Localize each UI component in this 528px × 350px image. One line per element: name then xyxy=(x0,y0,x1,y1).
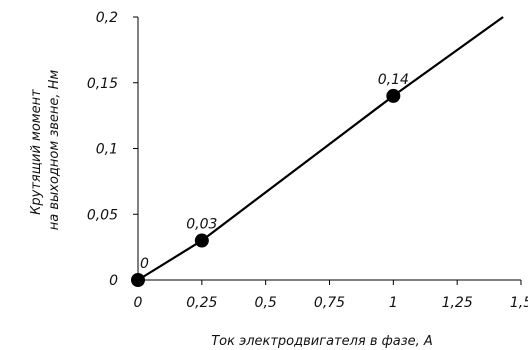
data-label: 0,14 xyxy=(378,72,409,88)
x-tick-label: 0 xyxy=(134,295,143,311)
data-label: 0 xyxy=(140,256,149,272)
x-tick-label: 0,25 xyxy=(186,295,217,311)
data-point xyxy=(386,88,401,103)
data-label: 0,03 xyxy=(186,217,217,233)
x-tick-label: 0,75 xyxy=(314,295,345,311)
x-tick-label: 1,5 xyxy=(510,295,528,311)
y-axis-title-line-2: на выходном звене, Нм xyxy=(47,70,62,231)
series-group: 0 0,03 0,14 xyxy=(131,16,504,287)
data-point xyxy=(194,233,209,248)
data-point xyxy=(131,273,145,287)
y-tick-label: 0,1 xyxy=(96,142,118,158)
y-tick-label: 0 xyxy=(109,273,118,289)
y-tick-label: 0,15 xyxy=(87,76,118,92)
y-tick-label: 0,05 xyxy=(87,207,118,223)
y-axis-title-line-1: Крутящий момент xyxy=(29,89,44,215)
y-axis-title: Крутящий момент на выходном звене, Нм xyxy=(29,70,62,231)
x-tick-label: 1,25 xyxy=(442,295,473,311)
x-axis-title: Ток электродвигателя в фазе, А xyxy=(211,334,433,349)
x-tick-label: 1 xyxy=(389,295,398,311)
series-line xyxy=(137,16,504,281)
y-tick-label: 0,2 xyxy=(96,10,118,26)
x-tick-label: 0,5 xyxy=(255,295,277,311)
ticks: 0 0,25 0,5 0,75 1 1,25 1,5 0 0,05 0,1 0,15 0,2 xyxy=(87,10,528,311)
